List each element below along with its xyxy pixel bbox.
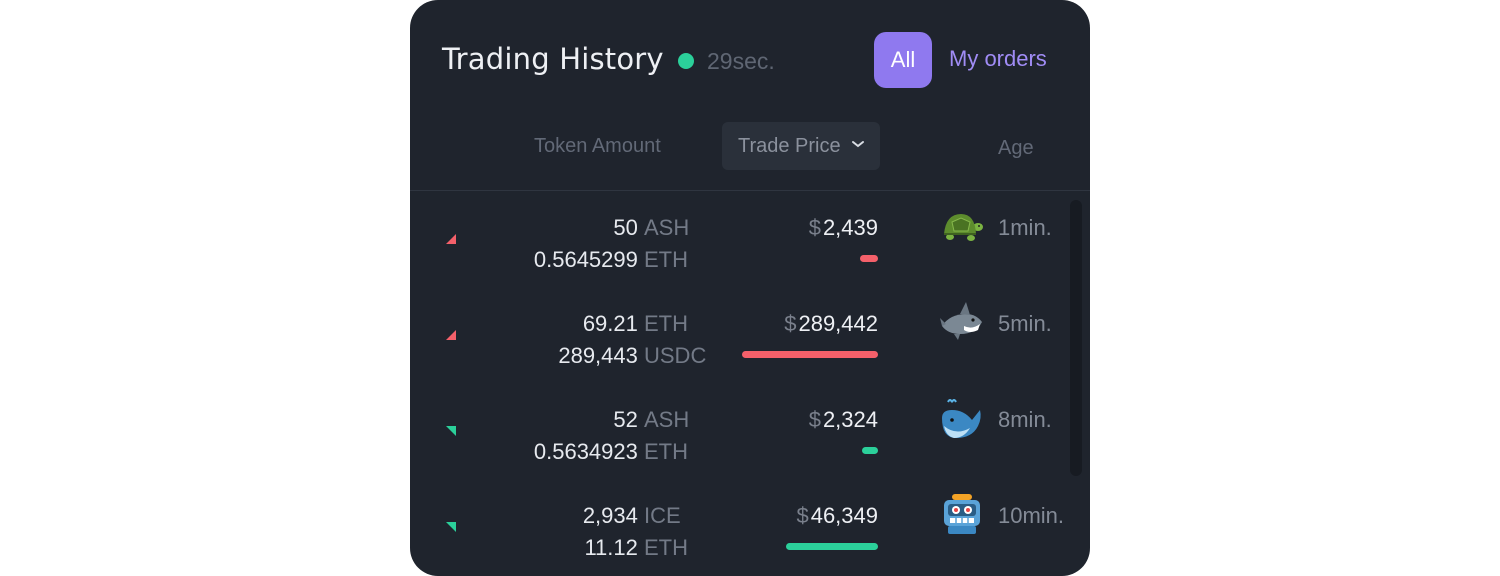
- column-header-token-amount[interactable]: Token Amount: [534, 135, 661, 157]
- trade-price: $2,324: [808, 407, 878, 432]
- whale-icon: [942, 399, 981, 438]
- tab-my-orders[interactable]: My orders: [949, 46, 1047, 71]
- trade-price: $46,349: [796, 503, 878, 528]
- token-amount-secondary: 0.5634923 ETH: [533, 439, 688, 464]
- trading-history-panel: Trading History 29sec. All My orders Tok…: [410, 0, 1090, 576]
- sell-triangle-icon: [446, 330, 456, 340]
- token-amount-primary: 50 ASH: [613, 215, 690, 240]
- volume-bar: [862, 447, 878, 454]
- token-amount-primary: 52 ASH: [613, 407, 690, 432]
- column-header-trade-price[interactable]: Trade Price: [722, 122, 880, 170]
- trade-price: $2,439: [808, 215, 878, 240]
- trade-age: 5min.: [998, 311, 1052, 336]
- header-divider: [410, 190, 1090, 191]
- tab-all[interactable]: All: [874, 32, 932, 88]
- turtle-icon: [944, 214, 983, 241]
- token-amount-secondary: 0.5645299 ETH: [533, 247, 688, 272]
- token-amount-primary: 69.21 ETH: [582, 311, 688, 336]
- volume-bar: [742, 351, 878, 358]
- shark-icon: [940, 302, 982, 340]
- trade-age: 10min.: [998, 503, 1065, 528]
- token-amount-secondary: 289,443 USDC: [558, 343, 707, 368]
- buy-triangle-icon: [446, 426, 456, 436]
- trade-age: 1min.: [998, 215, 1052, 240]
- buy-triangle-icon: [446, 522, 456, 532]
- refresh-age: 29sec.: [707, 48, 775, 74]
- trade-age: 8min.: [998, 407, 1052, 432]
- table-row[interactable]: 2,934 ICE 11.12 ETH $46,349 10min.: [410, 488, 1090, 576]
- volume-bar: [860, 255, 878, 262]
- volume-bar: [786, 543, 878, 550]
- table-row[interactable]: 52 ASH 0.5634923 ETH $2,324 8min.: [410, 392, 1090, 488]
- scrollbar[interactable]: [1070, 200, 1082, 476]
- sell-triangle-icon: [446, 234, 456, 244]
- live-status-dot: [678, 53, 694, 69]
- token-amount-primary: 2,934 ICE: [582, 503, 681, 528]
- robot-icon: [944, 494, 980, 534]
- trade-price-label: Trade Price: [738, 134, 841, 157]
- table-row[interactable]: 69.21 ETH 289,443 USDC $289,442 5min.: [410, 296, 1090, 392]
- trade-price: $289,442: [784, 311, 878, 336]
- token-amount-secondary: 11.12 ETH: [584, 535, 688, 560]
- panel-title: Trading History: [442, 42, 664, 76]
- column-header-age[interactable]: Age: [998, 137, 1034, 159]
- table-row[interactable]: 50 ASH 0.5645299 ETH $2,439 1min.: [410, 200, 1090, 296]
- chevron-down-icon: [852, 141, 864, 148]
